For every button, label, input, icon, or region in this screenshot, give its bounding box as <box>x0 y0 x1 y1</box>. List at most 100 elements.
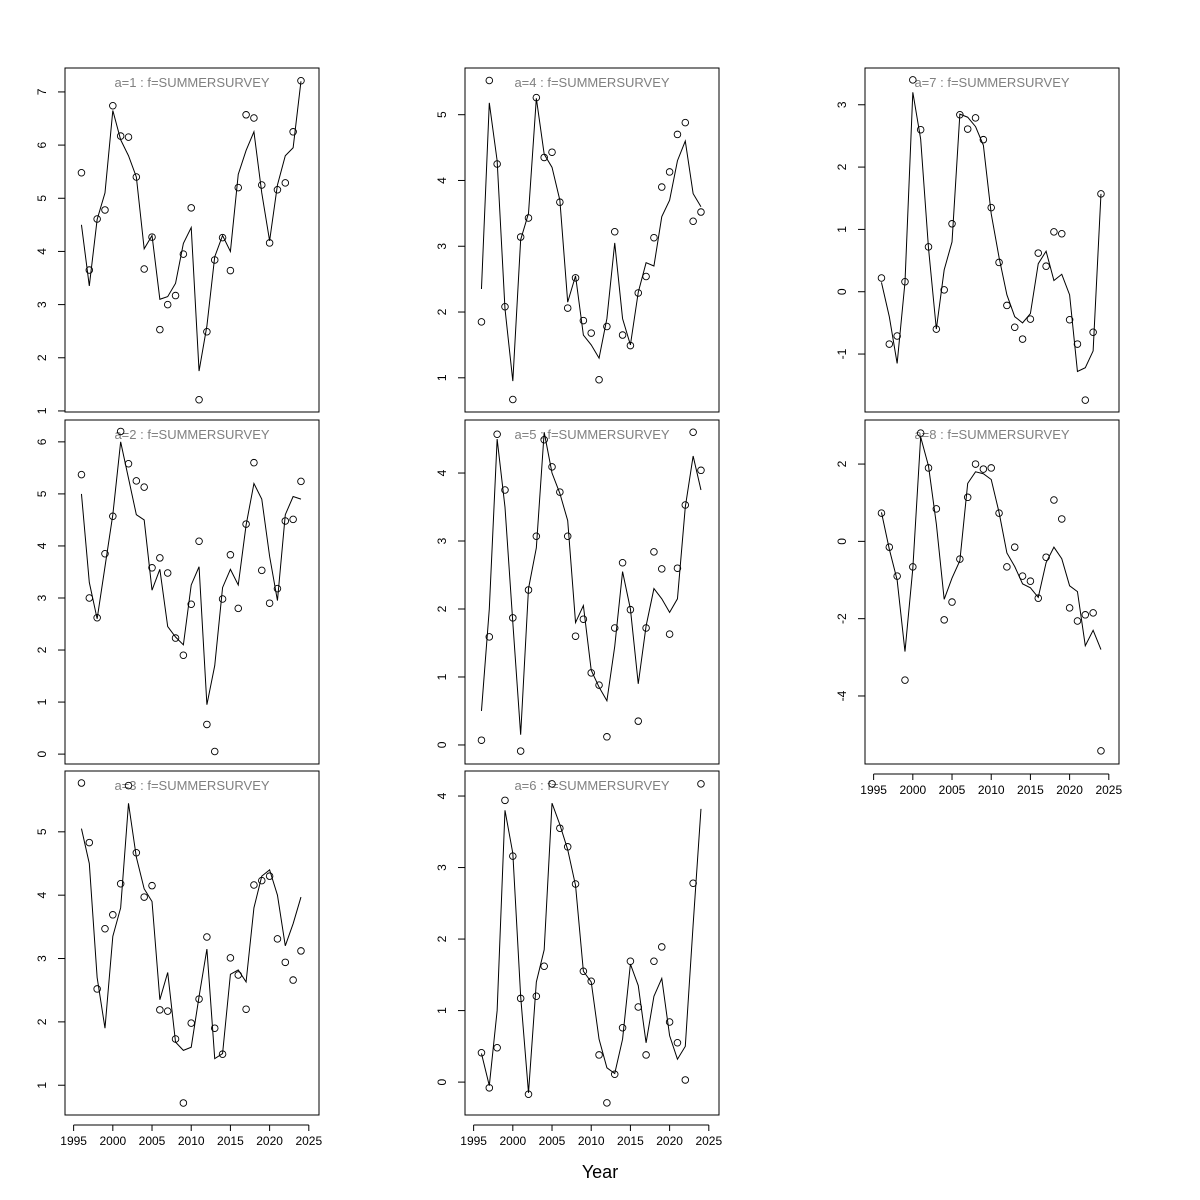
y-tick-label: 4 <box>435 469 449 476</box>
data-point <box>665 1018 674 1026</box>
fit-line <box>80 441 302 705</box>
data-point <box>226 266 235 275</box>
data-point <box>93 614 101 622</box>
y-tick-label: 0 <box>35 750 49 757</box>
data-point <box>971 460 980 468</box>
data-point <box>250 114 258 122</box>
data-point <box>603 1099 611 1107</box>
data-point <box>963 493 972 502</box>
y-tick-label: 2 <box>835 163 849 170</box>
x-axis-label: Year <box>582 1162 618 1182</box>
data-point <box>289 976 297 984</box>
data-point <box>571 274 580 282</box>
data-point <box>697 780 705 788</box>
x-tick-label: 1995 <box>60 1134 87 1148</box>
x-tick-label: 2005 <box>939 783 966 797</box>
data-point <box>916 125 925 134</box>
data-point <box>626 957 635 965</box>
x-tick-label: 2010 <box>978 783 1005 797</box>
data-point <box>218 595 227 603</box>
data-point <box>548 463 556 471</box>
data-point <box>163 1007 172 1015</box>
data-point <box>297 477 305 486</box>
data-point <box>1010 543 1019 551</box>
data-point <box>195 537 203 546</box>
y-tick-label: 4 <box>435 792 449 799</box>
data-point <box>258 876 266 885</box>
data-point <box>226 551 235 559</box>
plot-frame <box>864 419 1120 765</box>
y-tick-label: 2 <box>435 308 449 315</box>
y-tick-label: 0 <box>435 741 449 748</box>
y-tick-label: 4 <box>435 177 449 184</box>
data-point <box>195 396 203 404</box>
data-point <box>226 954 235 962</box>
data-point <box>1034 249 1043 257</box>
data-point <box>234 604 243 613</box>
y-tick-label: 3 <box>435 864 449 871</box>
data-point <box>116 427 125 436</box>
data-point <box>595 681 603 689</box>
data-point <box>556 488 564 496</box>
data-point <box>532 992 541 1001</box>
data-point <box>265 872 274 880</box>
data-point <box>673 1039 682 1047</box>
x-tick-label: 2025 <box>1095 783 1122 797</box>
y-tick-label: 1 <box>35 1082 49 1089</box>
y-tick-label: 1 <box>435 1007 449 1014</box>
data-point <box>1003 563 1011 571</box>
x-tick-label: 2005 <box>539 1134 566 1148</box>
data-point <box>101 206 109 214</box>
data-point <box>187 1019 195 1027</box>
y-tick-label: 1 <box>835 226 849 233</box>
data-point <box>1073 617 1082 625</box>
data-point <box>85 266 94 274</box>
y-tick-label: 2 <box>35 646 49 653</box>
data-point <box>579 615 588 623</box>
y-tick-label: 5 <box>35 490 49 497</box>
data-point <box>156 554 164 562</box>
data-point <box>477 318 486 326</box>
data-point <box>116 880 125 888</box>
x-tick-label: 2015 <box>1017 783 1044 797</box>
data-point <box>148 233 156 241</box>
data-point <box>587 329 595 337</box>
data-point <box>140 483 148 491</box>
y-tick-label: 1 <box>435 673 449 680</box>
data-point <box>673 564 682 572</box>
panel-title: a=6 : f=SUMMERSURVEY <box>514 778 669 793</box>
data-point <box>979 465 988 473</box>
data-point <box>140 893 148 901</box>
data-point <box>258 181 266 189</box>
y-tick-label: 6 <box>35 438 49 445</box>
data-point <box>485 76 494 85</box>
data-point <box>93 985 101 993</box>
data-point <box>187 600 195 608</box>
data-point <box>85 594 94 602</box>
fit-line <box>880 92 1102 373</box>
fit-line <box>80 803 302 1060</box>
data-point <box>179 651 188 659</box>
data-point <box>603 322 611 331</box>
data-point <box>673 130 682 139</box>
data-point <box>909 76 917 84</box>
data-point <box>618 1023 627 1032</box>
data-point <box>634 289 643 297</box>
data-point <box>1058 230 1066 238</box>
y-tick-label: 4 <box>35 248 49 255</box>
data-point <box>101 924 109 933</box>
data-point <box>1034 594 1043 602</box>
data-point <box>916 429 925 437</box>
data-point <box>163 300 172 309</box>
x-tick-label: 2010 <box>178 1134 205 1148</box>
panel-title: a=3 : f=SUMMERSURVEY <box>114 778 269 793</box>
y-tick-label: 0 <box>435 1078 449 1085</box>
data-point <box>885 340 894 348</box>
data-point <box>156 325 164 334</box>
data-point <box>940 616 948 624</box>
x-tick-label: 2020 <box>656 1134 683 1148</box>
y-tick-label: -2 <box>835 613 849 624</box>
data-point <box>124 133 133 141</box>
y-tick-label: 1 <box>35 698 49 705</box>
